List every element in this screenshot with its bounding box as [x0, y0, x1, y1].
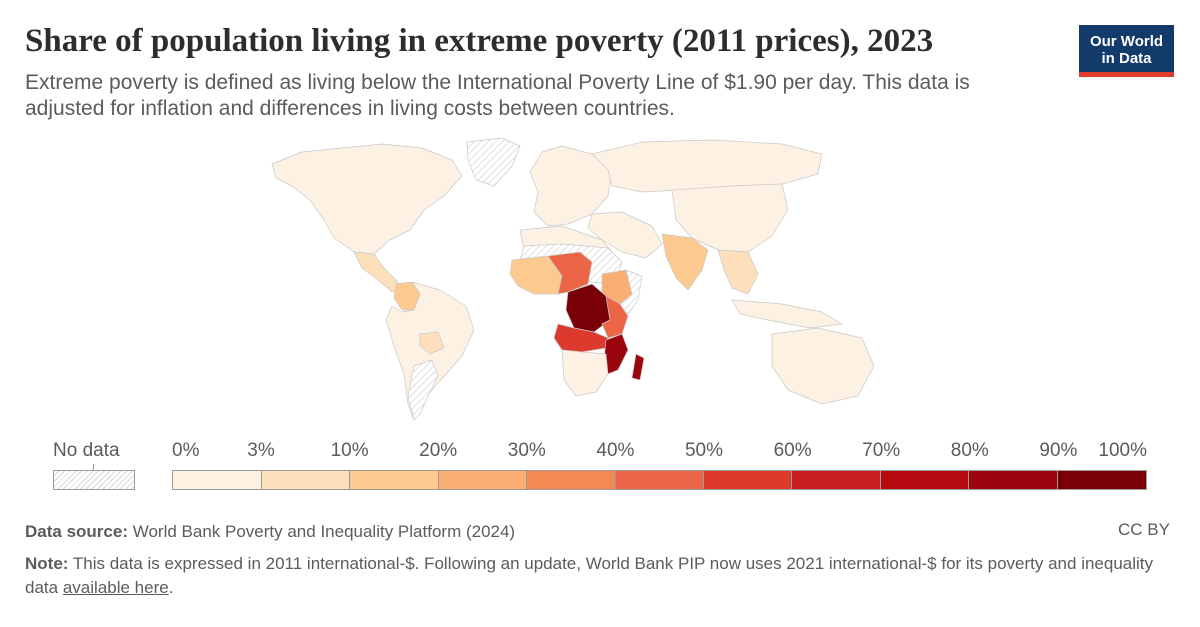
country-southern-africa[interactable] [561, 349, 609, 397]
logo-line-1: Our World [1089, 33, 1164, 50]
country-north-america[interactable] [271, 143, 463, 255]
legend-tick-label: 10% [330, 440, 369, 461]
legend-bin[interactable] [173, 471, 262, 489]
country-southeast-asia[interactable] [717, 249, 759, 295]
chart-title: Share of population living in extreme po… [25, 23, 934, 59]
legend-tick-label: 90% [1039, 440, 1078, 461]
country-dr-congo[interactable] [565, 283, 611, 333]
legend-bin[interactable] [703, 471, 793, 489]
country-tanzania-kenya[interactable] [601, 295, 629, 339]
legend-bin[interactable] [969, 471, 1058, 489]
legend-bin[interactable] [527, 471, 616, 489]
source-text: World Bank Poverty and Inequality Platfo… [132, 522, 516, 541]
note-text: This data is expressed in 2011 internati… [25, 554, 1154, 597]
legend-tick-label: 70% [862, 440, 901, 461]
data-source: Data source: World Bank Poverty and Ineq… [25, 520, 1175, 544]
country-colombia[interactable] [393, 281, 421, 311]
country-bolivia[interactable] [419, 331, 445, 355]
source-label: Data source: [25, 522, 128, 541]
country-argentina[interactable] [407, 359, 439, 421]
legend-tick-label: 60% [773, 440, 812, 461]
country-madagascar[interactable] [631, 353, 645, 381]
legend-bin[interactable] [438, 471, 528, 489]
legend-tick-label: 50% [684, 440, 724, 461]
legend-color-bins [172, 470, 1147, 490]
country-russia[interactable] [591, 139, 823, 193]
world-map[interactable] [262, 134, 902, 434]
country-greenland[interactable] [466, 137, 521, 187]
available-here-link[interactable]: available here [62, 578, 169, 597]
license[interactable]: CC BY [1118, 520, 1170, 539]
owid-logo[interactable]: Our World in Data [1079, 25, 1174, 77]
legend-bin[interactable] [261, 471, 351, 489]
country-indonesia[interactable] [731, 299, 843, 329]
legend-no-data-swatch [53, 470, 135, 490]
logo-line-2: in Data [1101, 50, 1152, 67]
legend-no-data-tick [93, 464, 94, 470]
legend-tick-label: 20% [419, 440, 458, 461]
country-nigeria-niger[interactable] [547, 251, 593, 295]
country-central-america[interactable] [353, 251, 403, 293]
legend-tick-label: 0% [172, 440, 200, 461]
country-china[interactable] [671, 183, 789, 253]
country-australia[interactable] [771, 327, 875, 405]
chart-subtitle: Extreme poverty is defined as living bel… [25, 71, 970, 121]
color-legend: No data 0% 3% 10% 20% 30% 40% 50% 60% 70% 80% 90% 1… [0, 436, 1200, 496]
legend-bin[interactable] [1057, 471, 1147, 489]
legend-tick-label: 40% [596, 440, 635, 461]
legend-tick-label: 80% [950, 440, 989, 461]
legend-tick-label: 3% [247, 440, 275, 461]
legend-tick-label: 100% [1098, 440, 1147, 461]
note: Note: This data is expressed in 2011 int… [25, 552, 1155, 600]
country-europe[interactable] [529, 145, 613, 227]
legend-no-data-label: No data [53, 440, 120, 461]
legend-bin[interactable] [350, 471, 439, 489]
legend-bin[interactable] [615, 471, 704, 489]
note-end: . [168, 578, 174, 597]
legend-tick-label: 30% [507, 440, 546, 461]
note-label: Note: [25, 554, 69, 573]
country-middle-east[interactable] [587, 211, 663, 259]
country-india[interactable] [661, 233, 709, 291]
legend-bin[interactable] [792, 471, 881, 489]
country-somalia[interactable] [617, 269, 643, 315]
legend-bin[interactable] [880, 471, 970, 489]
